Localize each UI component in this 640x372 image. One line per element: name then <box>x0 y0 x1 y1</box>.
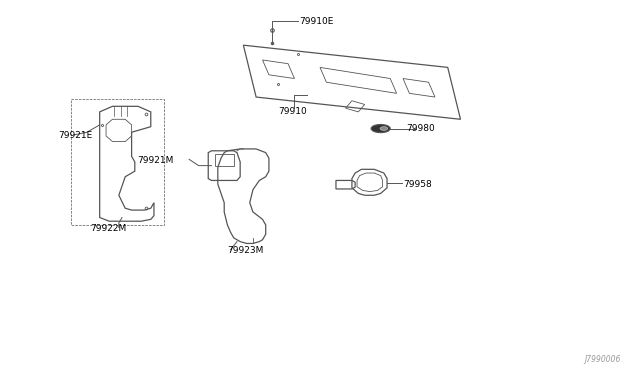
Ellipse shape <box>380 127 388 131</box>
Text: 79910E: 79910E <box>300 17 334 26</box>
Text: 79921M: 79921M <box>137 155 173 164</box>
Text: J7990006: J7990006 <box>584 355 620 364</box>
Text: 79923M: 79923M <box>227 246 264 255</box>
Text: 79980: 79980 <box>406 124 435 133</box>
Ellipse shape <box>371 125 390 133</box>
Text: 79910: 79910 <box>278 108 307 116</box>
Text: 79958: 79958 <box>403 180 432 189</box>
Text: 79921E: 79921E <box>58 131 92 141</box>
Text: 79922M: 79922M <box>90 224 126 233</box>
